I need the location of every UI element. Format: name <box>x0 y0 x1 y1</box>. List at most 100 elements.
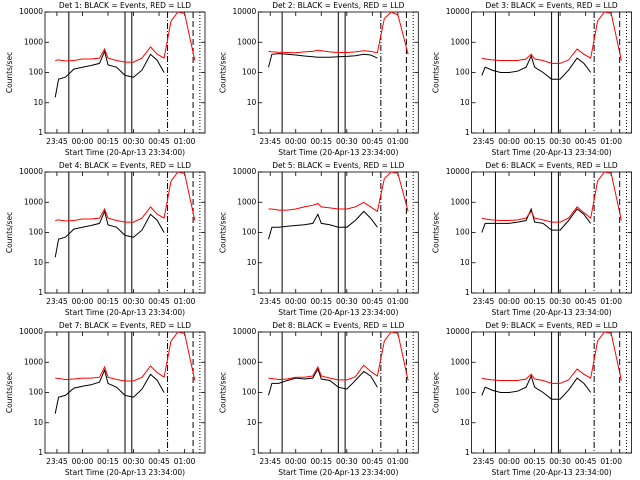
y-tick-label: 1000 <box>451 197 470 206</box>
y-tick-label: 10 <box>33 418 43 427</box>
series-line <box>268 331 409 381</box>
y-tick-label: 10000 <box>446 327 470 336</box>
x-tick-label: 01:00 <box>387 457 409 466</box>
y-tick-label: 1 <box>252 288 257 297</box>
y-tick-label: 10 <box>247 418 257 427</box>
x-tick-label: 01:00 <box>600 457 622 466</box>
x-tick-label: 23:45 <box>46 137 68 146</box>
x-tick-label: 01:00 <box>600 137 622 146</box>
series-line <box>481 171 622 223</box>
x-tick-label: 00:15 <box>524 297 546 306</box>
y-tick-label: 10000 <box>446 7 470 16</box>
x-tick-label: 23:45 <box>259 137 281 146</box>
y-axis-label: Counts/sec <box>5 372 14 413</box>
panel: Det 3: BLACK = Events, RED = LLD Start Ti… <box>432 1 633 157</box>
x-axis-label: Start Time (20-Apr-13 23:34:00) <box>491 308 611 317</box>
y-axis-label: Counts/sec <box>432 212 441 253</box>
x-tick-label: 00:15 <box>97 297 119 306</box>
x-tick-label: 00:15 <box>310 297 332 306</box>
series-line <box>268 53 378 68</box>
y-tick-label: 10 <box>460 98 470 107</box>
series-line <box>268 210 378 240</box>
panel: Det 8: BLACK = Events, RED = LLD Start Ti… <box>218 321 419 477</box>
y-tick-label: 10 <box>460 258 470 267</box>
x-axis-label: Start Time (20-Apr-13 23:34:00) <box>491 148 611 157</box>
series-line <box>268 367 378 396</box>
panel-title: Det 9: BLACK = Events, RED = LLD <box>486 321 618 330</box>
y-tick-label: 10000 <box>446 167 470 176</box>
panel: Det 2: BLACK = Events, RED = LLD Start Ti… <box>218 1 419 157</box>
y-axis-label: Counts/sec <box>218 212 227 253</box>
y-tick-label: 10 <box>460 418 470 427</box>
panel: Det 4: BLACK = Events, RED = LLD Start Ti… <box>5 161 206 317</box>
y-tick-label: 100 <box>455 228 470 237</box>
x-tick-label: 23:45 <box>473 297 495 306</box>
x-axis-label: Start Time (20-Apr-13 23:34:00) <box>278 308 398 317</box>
x-tick-label: 01:00 <box>387 137 409 146</box>
y-tick-label: 1000 <box>451 37 470 46</box>
y-tick-label: 1000 <box>24 197 43 206</box>
x-tick-label: 00:30 <box>336 457 358 466</box>
x-tick-label: 00:45 <box>575 297 597 306</box>
x-tick-label: 00:45 <box>362 137 384 146</box>
x-tick-label: 00:00 <box>285 137 307 146</box>
x-tick-label: 00:30 <box>336 297 358 306</box>
x-tick-label: 00:45 <box>148 137 170 146</box>
x-tick-label: 00:45 <box>148 297 170 306</box>
y-tick-label: 1 <box>252 128 257 137</box>
x-tick-label: 00:00 <box>72 137 94 146</box>
y-tick-label: 10 <box>247 98 257 107</box>
panel: Det 5: BLACK = Events, RED = LLD Start Ti… <box>218 161 419 317</box>
y-tick-label: 1 <box>465 288 470 297</box>
x-axis-label: Start Time (20-Apr-13 23:34:00) <box>65 148 185 157</box>
x-tick-label: 00:00 <box>285 457 307 466</box>
series-line <box>54 368 165 414</box>
y-tick-label: 10 <box>33 98 43 107</box>
x-tick-label: 23:45 <box>46 457 68 466</box>
y-tick-label: 100 <box>29 388 44 397</box>
x-tick-label: 23:45 <box>473 137 495 146</box>
x-tick-label: 00:45 <box>362 457 384 466</box>
series-line <box>481 54 592 80</box>
y-axis-label: Counts/sec <box>218 372 227 413</box>
panel-title: Det 1: BLACK = Events, RED = LLD <box>59 1 191 10</box>
x-tick-label: 00:30 <box>123 297 145 306</box>
y-tick-label: 10000 <box>19 167 43 176</box>
y-tick-label: 1000 <box>237 197 256 206</box>
series-line <box>481 374 592 400</box>
y-tick-label: 100 <box>242 228 257 237</box>
x-tick-label: 00:00 <box>498 297 520 306</box>
x-tick-label: 00:15 <box>310 137 332 146</box>
series-line <box>481 331 622 384</box>
x-tick-label: 00:00 <box>72 297 94 306</box>
y-tick-label: 100 <box>455 388 470 397</box>
y-tick-label: 100 <box>455 68 470 77</box>
x-tick-label: 00:00 <box>285 297 307 306</box>
x-tick-label: 01:00 <box>174 457 196 466</box>
x-tick-label: 00:45 <box>575 457 597 466</box>
series-line <box>481 11 622 64</box>
y-tick-label: 10 <box>33 258 43 267</box>
x-tick-label: 00:30 <box>123 137 145 146</box>
panel-title: Det 6: BLACK = Events, RED = LLD <box>486 161 618 170</box>
series-line <box>268 171 409 213</box>
y-tick-label: 100 <box>29 228 44 237</box>
x-tick-label: 00:30 <box>123 457 145 466</box>
y-tick-label: 1 <box>465 128 470 137</box>
y-axis-label: Counts/sec <box>432 372 441 413</box>
x-axis-label: Start Time (20-Apr-13 23:34:00) <box>278 148 398 157</box>
y-axis-label: Counts/sec <box>5 212 14 253</box>
x-tick-label: 00:00 <box>72 457 94 466</box>
y-tick-label: 1000 <box>237 37 256 46</box>
x-tick-label: 00:15 <box>97 137 119 146</box>
y-axis-label: Counts/sec <box>218 52 227 93</box>
x-tick-label: 00:30 <box>336 137 358 146</box>
panel-title: Det 2: BLACK = Events, RED = LLD <box>272 1 404 10</box>
y-tick-label: 1 <box>465 448 470 457</box>
panel: Det 1: BLACK = Events, RED = LLD Start Ti… <box>5 1 206 157</box>
series-line <box>55 331 196 382</box>
y-tick-label: 10000 <box>232 327 256 336</box>
series-line <box>55 11 196 63</box>
y-tick-label: 1000 <box>237 357 256 366</box>
